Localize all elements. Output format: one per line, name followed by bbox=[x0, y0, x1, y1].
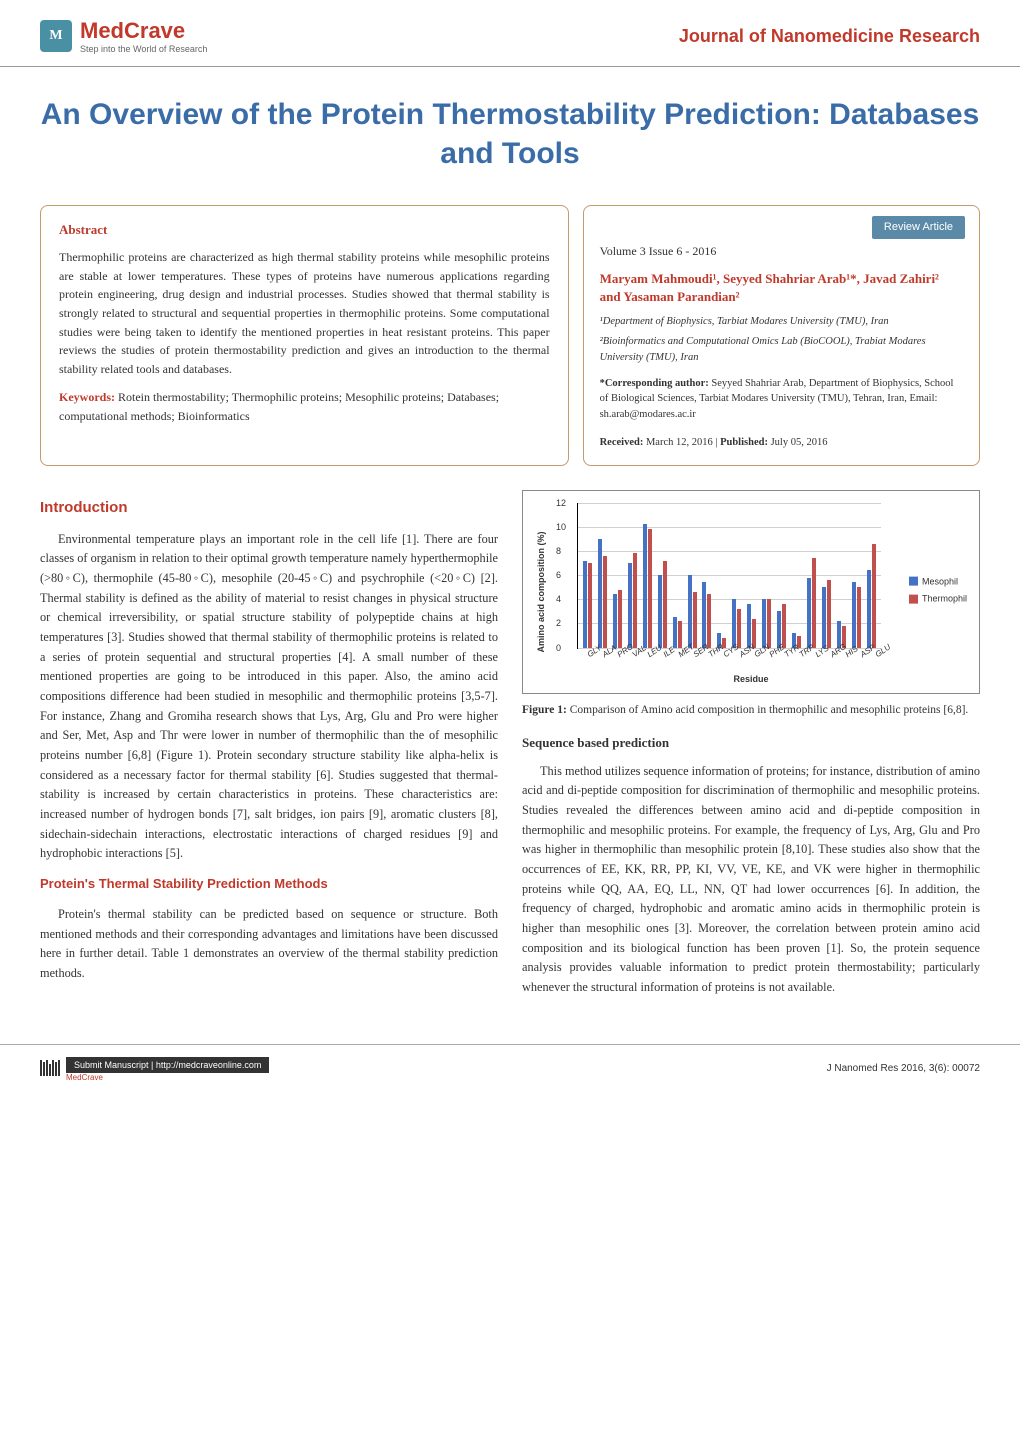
bar bbox=[782, 604, 786, 648]
ytick-label: 0 bbox=[556, 640, 561, 654]
logo-main: MedCrave bbox=[80, 18, 207, 44]
figure-1-caption-text: Comparison of Amino acid composition in … bbox=[567, 704, 968, 716]
right-column: Amino acid composition (%) 024681012 GLY… bbox=[522, 490, 980, 1008]
affiliation-2: ²Bioinformatics and Computational Omics … bbox=[600, 334, 963, 366]
logo-sub: Step into the World of Research bbox=[80, 44, 207, 54]
submit-url: | http://medcraveonline.com bbox=[149, 1060, 262, 1070]
bar bbox=[867, 570, 871, 647]
submit-badge: Submit Manuscript | http://medcraveonlin… bbox=[66, 1057, 269, 1073]
logo-icon: M bbox=[40, 20, 72, 52]
journal-name: Journal of Nanomedicine Research bbox=[679, 26, 980, 47]
bar bbox=[707, 594, 711, 647]
legend-swatch bbox=[909, 594, 918, 603]
bar bbox=[752, 619, 756, 648]
chart-plot-area: 024681012 bbox=[577, 503, 881, 649]
bar bbox=[618, 590, 622, 648]
chart-xlabel: Residue bbox=[733, 672, 768, 686]
bar bbox=[762, 599, 766, 647]
chart-xlabels: GLYALAPROVALLEUILEMETSERTHRCYSASNGLNPHET… bbox=[577, 651, 881, 675]
submit-label: Submit Manuscript bbox=[74, 1060, 149, 1070]
received-label: Received: bbox=[600, 437, 644, 448]
legend-label: Thermophil bbox=[922, 592, 967, 606]
ytick-label: 2 bbox=[556, 616, 561, 630]
footer-bar: Submit Manuscript | http://medcraveonlin… bbox=[0, 1044, 1020, 1098]
bar bbox=[852, 582, 856, 647]
legend-item: Mesophil bbox=[909, 574, 967, 588]
legend-label: Mesophil bbox=[922, 574, 958, 588]
bar bbox=[807, 578, 811, 648]
chart-legend: Mesophil Thermophil bbox=[909, 574, 967, 609]
received-value: March 12, 2016 bbox=[643, 437, 712, 448]
bar bbox=[822, 587, 826, 647]
bar bbox=[827, 580, 831, 648]
bar bbox=[588, 563, 592, 648]
figure-1-chart: Amino acid composition (%) 024681012 GLY… bbox=[522, 490, 980, 694]
bar bbox=[678, 621, 682, 648]
ytick-label: 12 bbox=[556, 495, 566, 509]
chart-ylabel: Amino acid composition (%) bbox=[534, 531, 548, 652]
figure-1-label: Figure 1: bbox=[522, 704, 567, 716]
bar bbox=[658, 575, 662, 648]
introduction-paragraph: Environmental temperature plays an impor… bbox=[40, 530, 498, 864]
bar bbox=[613, 594, 617, 647]
abstract-box: Abstract Thermophilic proteins are chara… bbox=[40, 205, 569, 466]
volume-issue: Volume 3 Issue 6 - 2016 bbox=[600, 242, 963, 260]
bar bbox=[812, 558, 816, 647]
corresponding-email: sh.arab@modares.ac.ir bbox=[600, 407, 963, 423]
methods-paragraph: Protein's thermal stability can be predi… bbox=[40, 905, 498, 984]
ytick-label: 8 bbox=[556, 544, 561, 558]
bar bbox=[583, 561, 587, 648]
left-column: Introduction Environmental temperature p… bbox=[40, 490, 498, 1008]
corresponding-label: *Corresponding author: bbox=[600, 378, 709, 389]
published-label: Published: bbox=[720, 437, 768, 448]
bar bbox=[737, 609, 741, 648]
submit-area: Submit Manuscript | http://medcraveonlin… bbox=[40, 1055, 269, 1082]
dates-block: Received: March 12, 2016 | Published: Ju… bbox=[600, 435, 963, 451]
meta-row: Abstract Thermophilic proteins are chara… bbox=[0, 205, 1020, 466]
bar bbox=[688, 575, 692, 648]
barcode-icon bbox=[40, 1060, 60, 1076]
ytick-label: 10 bbox=[556, 520, 566, 534]
content-columns: Introduction Environmental temperature p… bbox=[0, 466, 1020, 1028]
figure-1-caption: Figure 1: Comparison of Amino acid compo… bbox=[522, 702, 980, 719]
header-bar: M MedCrave Step into the World of Resear… bbox=[0, 0, 1020, 67]
bar bbox=[633, 553, 637, 647]
meta-box: Review Article Volume 3 Issue 6 - 2016 M… bbox=[583, 205, 980, 466]
logo-area: M MedCrave Step into the World of Resear… bbox=[40, 18, 207, 54]
article-title: An Overview of the Protein Thermostabili… bbox=[40, 95, 980, 173]
bar bbox=[628, 563, 632, 648]
sequence-heading: Sequence based prediction bbox=[522, 733, 980, 754]
bar bbox=[643, 524, 647, 647]
keywords-body: Rotein thermostability; Thermophilic pro… bbox=[59, 390, 499, 423]
legend-item: Thermophil bbox=[909, 592, 967, 606]
ytick-label: 6 bbox=[556, 568, 561, 582]
bar bbox=[673, 617, 677, 647]
introduction-heading: Introduction bbox=[40, 496, 498, 520]
abstract-body: Thermophilic proteins are characterized … bbox=[59, 248, 550, 378]
abstract-heading: Abstract bbox=[59, 220, 550, 240]
keywords-line: Keywords: Rotein thermostability; Thermo… bbox=[59, 388, 550, 425]
bar bbox=[663, 561, 667, 648]
corresponding-block: *Corresponding author: Seyyed Shahriar A… bbox=[600, 376, 963, 423]
published-value: July 05, 2016 bbox=[768, 437, 828, 448]
bar bbox=[767, 599, 771, 647]
methods-heading: Protein's Thermal Stability Prediction M… bbox=[40, 874, 498, 895]
title-block: An Overview of the Protein Thermostabili… bbox=[0, 67, 1020, 205]
bar bbox=[872, 544, 876, 648]
bar bbox=[702, 582, 706, 647]
submit-brand: MedCrave bbox=[66, 1073, 269, 1082]
bar bbox=[857, 587, 861, 647]
review-badge: Review Article bbox=[872, 216, 965, 239]
legend-swatch bbox=[909, 577, 918, 586]
bar bbox=[603, 556, 607, 648]
authors: Maryam Mahmoudi¹, Seyyed Shahriar Arab¹*… bbox=[600, 270, 963, 306]
keywords-label: Keywords: bbox=[59, 390, 115, 404]
bar bbox=[598, 539, 602, 648]
sequence-paragraph: This method utilizes sequence informatio… bbox=[522, 762, 980, 998]
bar bbox=[648, 529, 652, 647]
affiliation-1: ¹Department of Biophysics, Tarbiat Modar… bbox=[600, 314, 963, 330]
citation: J Nanomed Res 2016, 3(6): 00072 bbox=[827, 1063, 980, 1074]
bar bbox=[693, 592, 697, 648]
ytick-label: 4 bbox=[556, 592, 561, 606]
